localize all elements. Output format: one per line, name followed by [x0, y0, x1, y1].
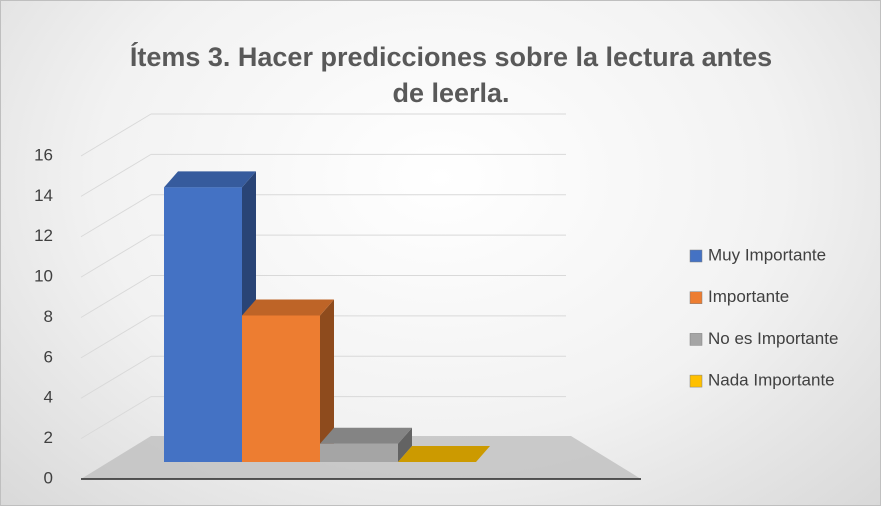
bar-front	[320, 443, 398, 462]
grid-line	[80, 234, 152, 278]
y-tick-label: 10	[34, 267, 53, 286]
y-tick-label: 14	[34, 186, 53, 205]
y-tick-label: 4	[44, 388, 53, 407]
bar	[398, 446, 490, 462]
legend-swatch	[689, 291, 703, 304]
y-tick-label: 12	[34, 226, 53, 245]
grid-line	[80, 315, 152, 359]
bar-top	[398, 446, 490, 462]
legend-swatch	[689, 374, 703, 388]
legend-swatch	[689, 249, 703, 263]
legend-label: Muy Importante	[708, 245, 826, 264]
grid-line	[80, 153, 152, 197]
y-tick-label: 8	[44, 307, 53, 326]
bar-top	[242, 299, 334, 316]
y-tick-label: 6	[44, 347, 53, 366]
bar-top	[164, 171, 256, 188]
legend-swatch	[689, 333, 703, 346]
grid-line	[80, 355, 152, 399]
bar-side	[398, 427, 412, 462]
y-tick-label: 0	[44, 468, 53, 487]
grid-line	[80, 275, 152, 318]
bar	[320, 427, 412, 462]
bar-front	[164, 187, 242, 462]
y-tick-label: 2	[44, 428, 53, 447]
legend-label: No es Importante	[708, 329, 838, 348]
legend-label: Nada Importante	[708, 371, 835, 390]
chart-title: Ítems 3. Hacer predicciones sobre la lec…	[129, 42, 773, 108]
grid-line	[80, 113, 152, 157]
bar-top	[320, 427, 412, 444]
grid-line	[80, 194, 152, 238]
y-tick-label: 16	[34, 145, 53, 164]
bar	[242, 299, 334, 462]
bar-side	[320, 299, 334, 462]
bar-front	[242, 315, 320, 462]
legend-label: Importante	[708, 287, 789, 306]
grid-line	[80, 396, 152, 440]
